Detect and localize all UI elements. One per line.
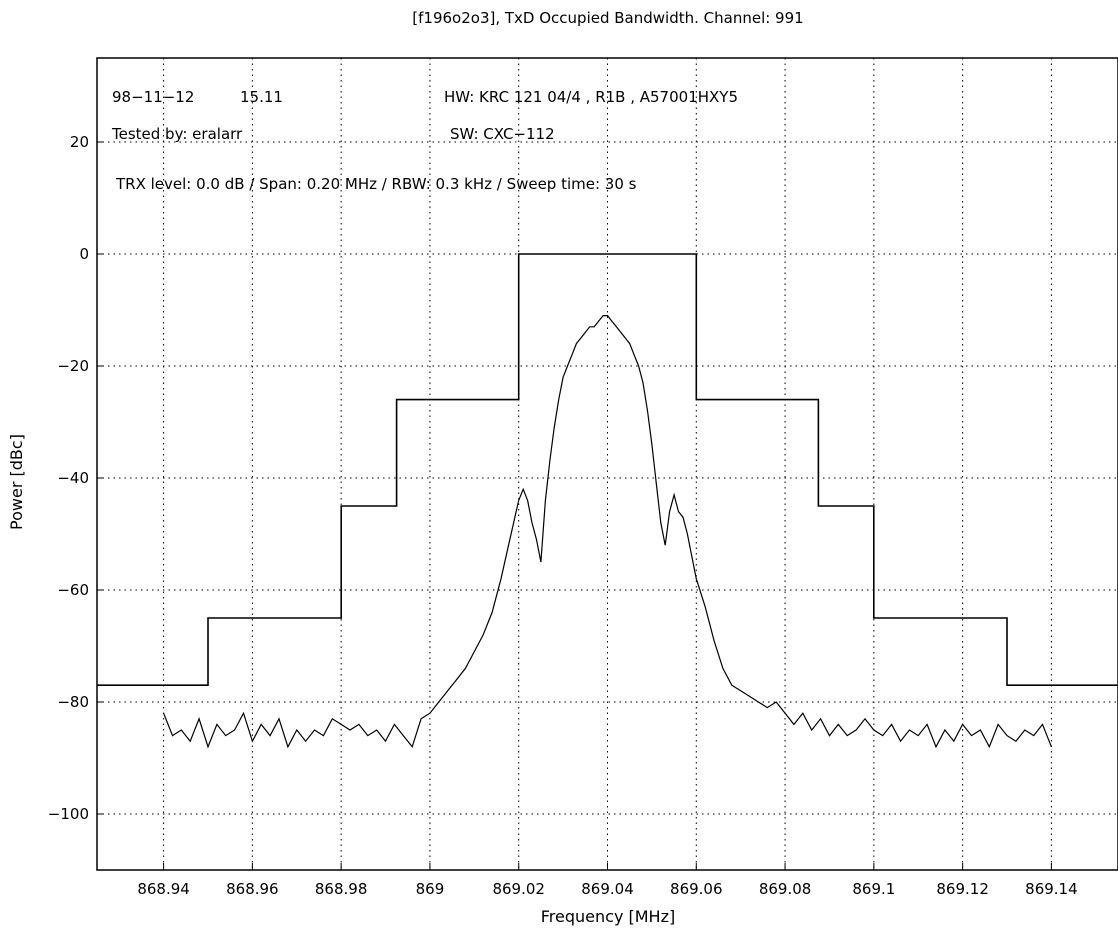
x-tick-label: 868.94 xyxy=(137,880,190,898)
y-tick-label: −80 xyxy=(57,693,89,711)
x-tick-label: 869.08 xyxy=(759,880,812,898)
y-axis-label: Power [dBc] xyxy=(7,434,26,530)
sw-annotation: SW: CXC−112 xyxy=(450,125,555,143)
y-tick-label: −20 xyxy=(57,357,89,375)
series-line-mask xyxy=(97,253,1118,687)
x-tick-label: 869.02 xyxy=(492,880,545,898)
y-tick-label: −60 xyxy=(57,581,89,599)
chart-series xyxy=(97,253,1118,749)
y-tick-label: 0 xyxy=(79,245,89,263)
x-tick-label: 869.06 xyxy=(670,880,723,898)
settings-annotation: TRX level: 0.0 dB / Span: 0.20 MHz / RBW… xyxy=(115,175,637,193)
series-line-measured xyxy=(163,315,1052,749)
hw-annotation: HW: KRC 121 04/4 , R1B , A57001HXY5 xyxy=(444,88,738,106)
x-tick-label: 869.14 xyxy=(1025,880,1078,898)
tested-by-annotation: Tested by: eralarr xyxy=(111,125,243,143)
axis-ticks: 868.94 868.96 868.98 869 869.02 869.04 869.06 8… xyxy=(48,133,1078,898)
x-tick-label: 868.96 xyxy=(226,880,279,898)
x-tick-label: 869.1 xyxy=(852,880,895,898)
x-tick-label: 869.04 xyxy=(581,880,634,898)
date-annotation: 98−11−12 xyxy=(112,88,194,106)
y-tick-label: −40 xyxy=(57,469,89,487)
x-tick-label: 869 xyxy=(416,880,445,898)
x-axis-label: Frequency [MHz] xyxy=(541,907,675,926)
x-tick-label: 869.12 xyxy=(936,880,989,898)
time-annotation: 15.11 xyxy=(240,88,283,106)
grid xyxy=(97,58,1118,870)
chart-title: [f196o2o3], TxD Occupied Bandwidth. Chan… xyxy=(412,9,803,27)
x-tick-label: 868.98 xyxy=(315,880,368,898)
y-tick-label: 20 xyxy=(70,133,89,151)
y-tick-label: −100 xyxy=(48,805,89,823)
